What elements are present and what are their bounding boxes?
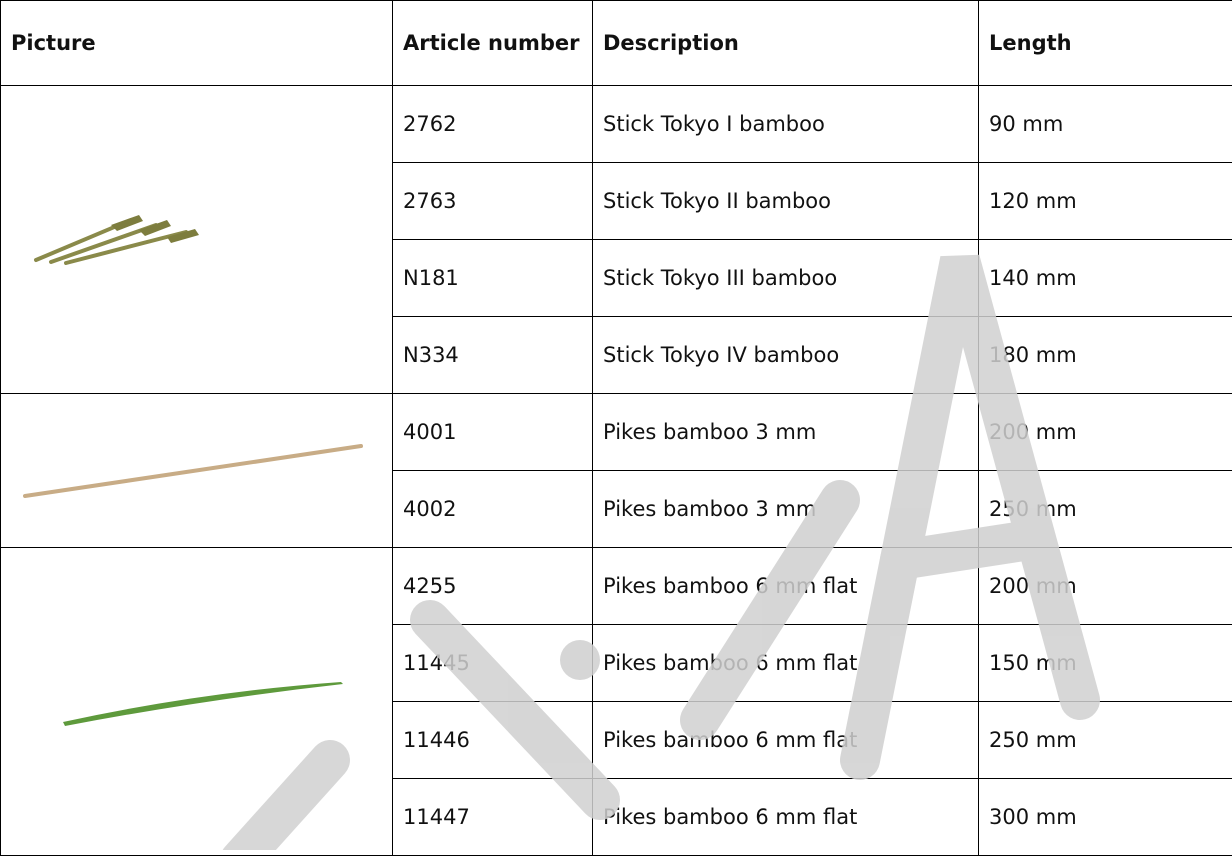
header-cell: Article number <box>393 1 593 86</box>
description: Stick Tokyo I bamboo <box>593 86 979 163</box>
description: Pikes bamboo 6 mm flat <box>593 548 979 625</box>
product-picture <box>1 652 393 752</box>
length: 250 mm <box>979 702 1232 779</box>
length: 200 mm <box>979 548 1232 625</box>
description: Pikes bamboo 6 mm flat <box>593 625 979 702</box>
length: 120 mm <box>979 163 1232 240</box>
length: 150 mm <box>979 625 1232 702</box>
picture-cell <box>1 548 393 856</box>
article-number: 4001 <box>393 394 593 471</box>
article-number: 11445 <box>393 625 593 702</box>
length: 250 mm <box>979 471 1232 548</box>
description: Pikes bamboo 6 mm flat <box>593 702 979 779</box>
header-cell: Length <box>979 1 1232 86</box>
product-table: PictureArticle numberDescriptionLength 2… <box>0 0 1232 856</box>
header-cell: Description <box>593 1 979 86</box>
product-picture <box>1 421 393 521</box>
article-number: 11447 <box>393 779 593 856</box>
page: PictureArticle numberDescriptionLength 2… <box>0 0 1232 850</box>
picture-cell <box>1 86 393 394</box>
length: 90 mm <box>979 86 1232 163</box>
article-number: 4002 <box>393 471 593 548</box>
length: 300 mm <box>979 779 1232 856</box>
picture-cell <box>1 394 393 548</box>
length: 140 mm <box>979 240 1232 317</box>
description: Pikes bamboo 6 mm flat <box>593 779 979 856</box>
article-number: 11446 <box>393 702 593 779</box>
description: Stick Tokyo III bamboo <box>593 240 979 317</box>
length: 180 mm <box>979 317 1232 394</box>
product-picture <box>1 190 393 290</box>
article-number: N334 <box>393 317 593 394</box>
description: Pikes bamboo 3 mm <box>593 394 979 471</box>
article-number: 4255 <box>393 548 593 625</box>
article-number: 2763 <box>393 163 593 240</box>
header-cell: Picture <box>1 1 393 86</box>
article-number: 2762 <box>393 86 593 163</box>
description: Stick Tokyo IV bamboo <box>593 317 979 394</box>
description: Pikes bamboo 3 mm <box>593 471 979 548</box>
description: Stick Tokyo II bamboo <box>593 163 979 240</box>
length: 200 mm <box>979 394 1232 471</box>
article-number: N181 <box>393 240 593 317</box>
